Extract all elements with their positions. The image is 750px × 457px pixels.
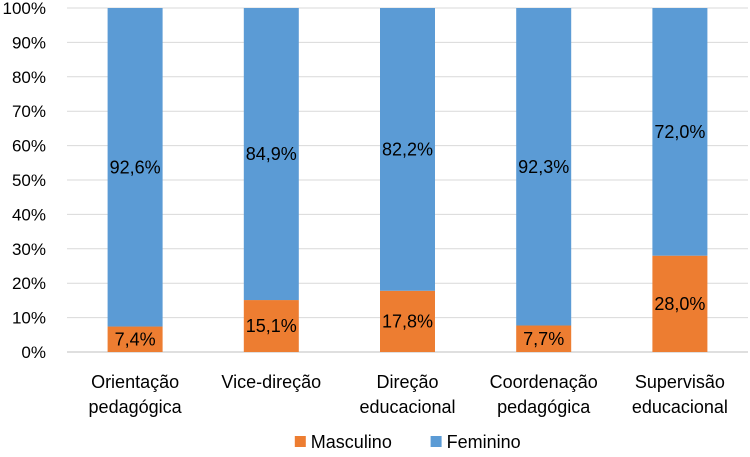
y-tick-label: 20% bbox=[12, 274, 46, 293]
bar-feminino-0 bbox=[107, 8, 163, 327]
data-label-masculino-3: 7,7% bbox=[523, 329, 564, 349]
data-label-masculino-4: 28,0% bbox=[654, 294, 705, 314]
bar-feminino-2 bbox=[380, 8, 435, 291]
y-tick-label: 100% bbox=[3, 0, 46, 18]
bar-feminino-1 bbox=[243, 8, 299, 301]
x-category-label: Supervisão educacional bbox=[632, 372, 728, 417]
y-tick-label: 30% bbox=[12, 240, 46, 259]
bar-masculino-1 bbox=[243, 300, 299, 352]
legend-label-masculino: Masculino bbox=[311, 432, 392, 452]
y-tick-label: 0% bbox=[21, 343, 46, 362]
y-tick-label: 60% bbox=[12, 137, 46, 156]
bar-feminino-3 bbox=[516, 8, 572, 326]
x-category-label: Orientação pedagógica bbox=[89, 372, 183, 417]
bars bbox=[107, 8, 708, 352]
data-label-feminino-2: 82,2% bbox=[382, 139, 433, 159]
legend-swatch-masculino bbox=[294, 436, 306, 447]
data-label-masculino-2: 17,8% bbox=[382, 311, 433, 331]
bar-feminino-4 bbox=[652, 8, 708, 256]
y-tick-label: 70% bbox=[12, 102, 46, 121]
y-axis-ticks: 0% 10% 20% 30% 40% 50% 60% 70% 80% 90% 100% bbox=[3, 0, 46, 362]
x-category-label: Vice-direção bbox=[221, 372, 321, 392]
bar-masculino-3 bbox=[516, 325, 572, 352]
x-category-label: Coordenação pedagógica bbox=[490, 372, 598, 417]
x-axis-categories: Orientação pedagógica Vice-direção Direção e… bbox=[89, 372, 728, 417]
data-label-feminino-1: 84,9% bbox=[246, 144, 297, 164]
legend-label-feminino: Feminino bbox=[447, 432, 521, 452]
data-label-masculino-0: 7,4% bbox=[115, 329, 156, 349]
data-label-feminino-4: 72,0% bbox=[654, 122, 705, 142]
y-tick-label: 90% bbox=[12, 33, 46, 52]
bar-masculino-4 bbox=[652, 255, 708, 352]
legend-swatch-feminino bbox=[430, 436, 442, 447]
data-label-masculino-1: 15,1% bbox=[246, 316, 297, 336]
bar-masculino-0 bbox=[107, 326, 163, 352]
data-labels: 7,4% 92,6% 15,1% 84,9% 17,8% 82,2% 7,7% 92,3% 28… bbox=[110, 122, 706, 349]
bar-masculino-2 bbox=[380, 290, 435, 352]
y-tick-label: 50% bbox=[12, 171, 46, 190]
y-tick-label: 10% bbox=[12, 309, 46, 328]
x-category-label: Direção educacional bbox=[359, 372, 455, 417]
y-tick-label: 40% bbox=[12, 205, 46, 224]
legend: Masculino Feminino bbox=[294, 432, 521, 452]
data-label-feminino-0: 92,6% bbox=[110, 157, 161, 177]
data-label-feminino-3: 92,3% bbox=[518, 157, 569, 177]
y-tick-label: 80% bbox=[12, 68, 46, 87]
